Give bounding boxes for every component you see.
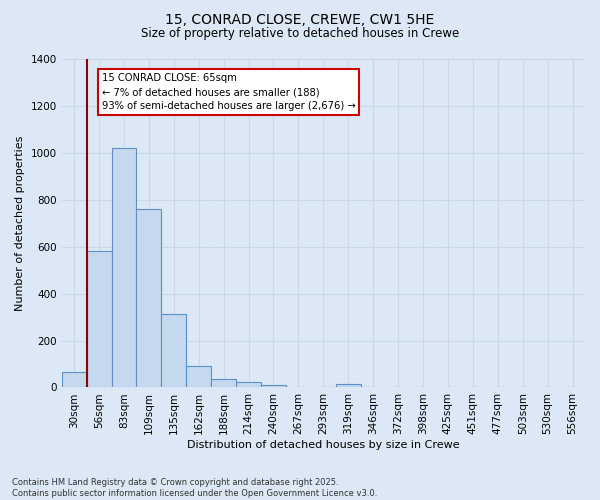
Bar bbox=[211, 378, 236, 388]
Bar bbox=[62, 372, 86, 388]
Text: 15, CONRAD CLOSE, CREWE, CW1 5HE: 15, CONRAD CLOSE, CREWE, CW1 5HE bbox=[166, 12, 434, 26]
Text: 15 CONRAD CLOSE: 65sqm
← 7% of detached houses are smaller (188)
93% of semi-det: 15 CONRAD CLOSE: 65sqm ← 7% of detached … bbox=[101, 73, 355, 111]
Text: Contains HM Land Registry data © Crown copyright and database right 2025.
Contai: Contains HM Land Registry data © Crown c… bbox=[12, 478, 377, 498]
Bar bbox=[261, 384, 286, 388]
Bar bbox=[186, 366, 211, 388]
Text: Size of property relative to detached houses in Crewe: Size of property relative to detached ho… bbox=[141, 28, 459, 40]
Bar bbox=[112, 148, 136, 388]
Bar bbox=[336, 384, 361, 388]
Y-axis label: Number of detached properties: Number of detached properties bbox=[15, 136, 25, 311]
Bar bbox=[86, 252, 112, 388]
Bar bbox=[161, 314, 186, 388]
X-axis label: Distribution of detached houses by size in Crewe: Distribution of detached houses by size … bbox=[187, 440, 460, 450]
Bar bbox=[136, 209, 161, 388]
Bar bbox=[236, 382, 261, 388]
